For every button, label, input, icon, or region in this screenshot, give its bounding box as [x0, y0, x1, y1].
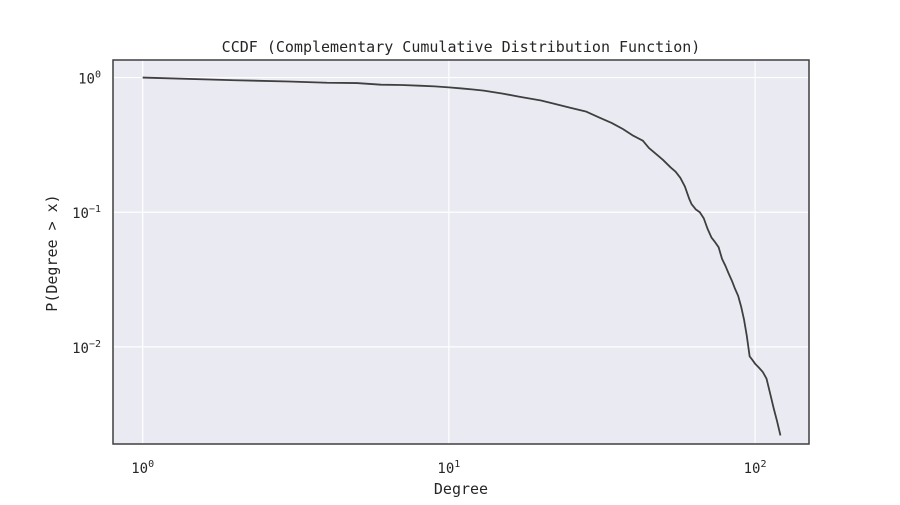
x-tick-base-2: 10	[744, 461, 761, 477]
x-tick-label-0: 100	[131, 459, 154, 477]
plot-background	[113, 60, 809, 444]
series-layer	[142, 76, 782, 436]
x-tick-base-1: 10	[437, 461, 454, 477]
x-tick-exponent-2: 2	[760, 459, 766, 470]
y-tick-base-0: 10	[78, 72, 95, 88]
x-axis-label: Degree	[434, 480, 488, 498]
x-tick-label-2: 102	[744, 459, 767, 477]
ccdf-series-line-0	[142, 76, 782, 436]
y-tick-base-1: 10	[72, 206, 89, 222]
chart-title: CCDF (Complementary Cumulative Distribut…	[222, 38, 701, 56]
y-tick-exponent-2: −2	[89, 339, 101, 350]
x-tick-exponent-1: 1	[454, 459, 460, 470]
y-tick-base-2: 10	[72, 341, 89, 357]
x-tick-label-1: 101	[437, 459, 460, 477]
y-axis-label: P(Degree > x)	[43, 194, 61, 311]
y-tick-label-1: 10−1	[72, 204, 101, 222]
y-tick-exponent-0: 0	[95, 70, 101, 81]
y-tick-exponent-1: −1	[89, 204, 101, 215]
grid-lines	[113, 60, 809, 444]
plot-frame	[112, 59, 810, 445]
x-tick-exponent-0: 0	[148, 459, 154, 470]
x-tick-base-0: 10	[131, 461, 148, 477]
y-tick-label-2: 10−2	[72, 339, 101, 357]
y-tick-label-0: 100	[78, 70, 101, 88]
